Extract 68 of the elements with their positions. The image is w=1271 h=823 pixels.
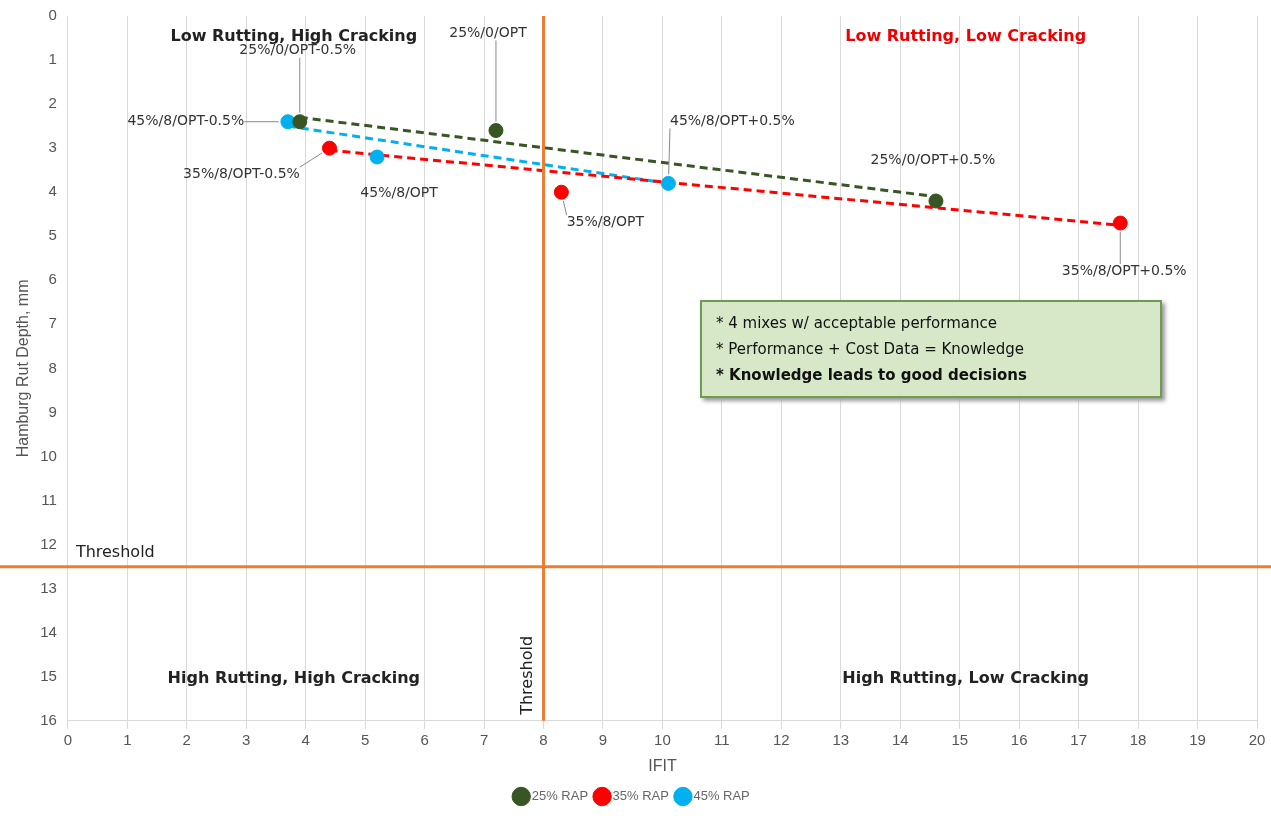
y-tick-label: 12	[40, 534, 57, 552]
legend-label: 35% RAP	[612, 788, 669, 804]
point	[369, 149, 385, 165]
annotation: Low Rutting, Low Cracking	[845, 26, 1087, 46]
x-tick-label: 3	[242, 730, 251, 748]
legend-label: 45% RAP	[693, 788, 750, 804]
y-tick-label: 9	[48, 402, 57, 420]
x-tick-label: 5	[360, 730, 370, 748]
annotation: * Knowledge leads to good decisions	[716, 365, 1028, 386]
x-tick-label: 8	[539, 730, 548, 748]
point	[1112, 215, 1128, 231]
y-tick-label: 2	[48, 94, 57, 112]
y-tick-label: 6	[48, 270, 57, 288]
ref-line-label: Threshold	[516, 635, 536, 716]
annotation: 35%/8/OPT	[566, 212, 645, 229]
annotation: 45%/8/OPT	[360, 183, 439, 200]
point	[321, 140, 337, 156]
point	[292, 114, 308, 130]
annotation: 45%/8/OPT+0.5%	[670, 112, 795, 129]
x-tick-label: 15	[951, 730, 969, 748]
annotation: * 4 mixes w/ acceptable performance	[716, 313, 998, 334]
annotation: 35%/8/OPT+0.5%	[1061, 261, 1187, 278]
y-tick-label: 15	[40, 666, 57, 684]
y-tick-label: 7	[48, 314, 57, 332]
annotation: High Rutting, High Cracking	[167, 667, 421, 687]
x-tick-label: 13	[832, 730, 850, 748]
x-tick-label: 18	[1129, 730, 1147, 748]
y-tick-label: 0	[48, 6, 57, 24]
x-tick-label: 20	[1248, 730, 1266, 748]
point	[488, 123, 504, 139]
y-tick-label: 4	[48, 182, 57, 200]
annotation: * Performance + Cost Data = Knowledge	[716, 339, 1025, 360]
annotation: 35%/8/OPT-0.5%	[183, 164, 300, 181]
x-axis-title: IFIT	[648, 756, 677, 774]
x-tick-label: 0	[63, 730, 73, 748]
y-tick-label: 3	[48, 138, 57, 156]
x-tick-label: 4	[301, 730, 310, 748]
x-tick-label: 2	[182, 730, 191, 748]
x-tick-label: 12	[773, 730, 790, 748]
annotation: 25%/0/OPT	[449, 24, 528, 41]
x-tick-label: 14	[891, 730, 909, 748]
annotation: 45%/8/OPT-0.5%	[127, 112, 245, 129]
x-tick-label: 7	[479, 730, 489, 748]
text-box: * 4 mixes w/ acceptable performance * Performance + Cost Data = Knowledge * Knowledge leads to good decisions	[700, 300, 1162, 398]
y-tick-label: 11	[41, 490, 57, 508]
annotation: 25%/0/OPT+0.5%	[870, 150, 996, 167]
x-tick-label: 9	[598, 730, 608, 748]
y-tick-label: 8	[48, 358, 57, 376]
x-tick-label: 11	[714, 730, 730, 748]
y-tick-label: 16	[40, 710, 57, 728]
x-tick-label: 19	[1189, 730, 1206, 748]
legend-label: 25% RAP	[531, 788, 589, 804]
y-tick-label: 5	[48, 226, 57, 244]
point	[660, 175, 676, 191]
y-axis-title: Hamburg Rut Depth, mm	[14, 279, 32, 458]
point	[928, 193, 944, 209]
x-tick-label: 10	[654, 730, 671, 748]
y-tick-label: 10	[40, 446, 57, 464]
annotation: High Rutting, Low Cracking	[842, 667, 1090, 687]
ref-line-label: Threshold	[74, 541, 155, 561]
x-tick-label: 16	[1010, 730, 1028, 748]
x-tick-label: 6	[420, 730, 429, 748]
y-tick-label: 14	[40, 622, 57, 640]
x-tick-label: 1	[123, 730, 132, 748]
y-tick-label: 1	[48, 50, 57, 68]
y-tick-label: 13	[40, 578, 57, 596]
point	[553, 184, 569, 200]
x-tick-label: 17	[1070, 730, 1087, 748]
